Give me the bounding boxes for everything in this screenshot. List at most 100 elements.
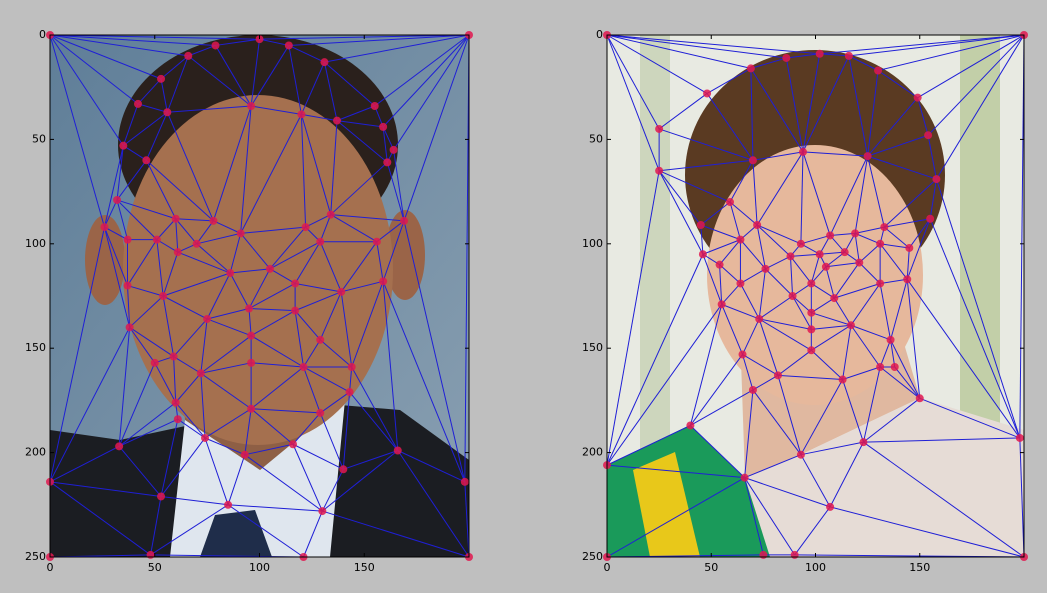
landmark-point — [172, 215, 180, 223]
landmark-point — [791, 551, 799, 559]
y-tick-label: 100 — [25, 237, 46, 250]
landmark-point — [726, 198, 734, 206]
landmark-point — [826, 231, 834, 239]
x-tick-label: 50 — [148, 561, 162, 574]
y-tick-label: 200 — [25, 446, 46, 459]
landmark-point — [699, 250, 707, 258]
landmark-point — [113, 196, 121, 204]
landmark-point — [151, 359, 159, 367]
y-tick-label: 200 — [582, 446, 603, 459]
landmark-point — [184, 52, 192, 60]
landmark-point — [197, 369, 205, 377]
landmark-point — [749, 386, 757, 394]
landmark-point — [337, 288, 345, 296]
landmark-point — [774, 371, 782, 379]
landmark-point — [807, 346, 815, 354]
x-tick-label: 100 — [249, 561, 270, 574]
landmark-point — [327, 211, 335, 219]
landmark-point — [212, 41, 220, 49]
landmark-point — [786, 252, 794, 260]
landmark-point — [147, 551, 155, 559]
landmark-point — [736, 279, 744, 287]
landmark-point — [203, 315, 211, 323]
x-tick-label: 150 — [909, 561, 930, 574]
y-tick-label: 0 — [596, 28, 603, 41]
landmark-point — [371, 102, 379, 110]
landmark-point — [318, 507, 326, 515]
landmark-point — [799, 148, 807, 156]
landmark-point — [759, 551, 767, 559]
landmark-point — [789, 292, 797, 300]
landmark-point — [333, 117, 341, 125]
landmark-point — [887, 336, 895, 344]
landmark-point — [291, 307, 299, 315]
landmark-point — [247, 359, 255, 367]
landmark-point — [655, 125, 663, 133]
left-photo — [50, 35, 469, 557]
landmark-point — [697, 221, 705, 229]
landmark-point — [400, 217, 408, 225]
landmark-point — [157, 75, 165, 83]
landmark-point — [876, 279, 884, 287]
landmark-point — [245, 305, 253, 313]
landmark-point — [247, 332, 255, 340]
y-tick-label: 150 — [582, 341, 603, 354]
landmark-point — [174, 248, 182, 256]
landmark-point — [736, 236, 744, 244]
landmark-point — [747, 64, 755, 72]
landmark-point — [379, 123, 387, 131]
landmark-point — [316, 238, 324, 246]
landmark-point — [816, 250, 824, 258]
x-tick-label: 0 — [47, 561, 54, 574]
landmark-point — [237, 229, 245, 237]
landmark-point — [316, 409, 324, 417]
landmark-point — [739, 350, 747, 358]
landmark-point — [302, 223, 310, 231]
y-tick-label: 100 — [582, 237, 603, 250]
landmark-point — [174, 415, 182, 423]
y-tick-label: 250 — [25, 550, 46, 563]
landmark-point — [655, 167, 663, 175]
landmark-point — [876, 363, 884, 371]
landmark-point — [209, 217, 217, 225]
landmark-point — [124, 236, 132, 244]
landmark-point — [247, 102, 255, 110]
landmark-point — [914, 94, 922, 102]
landmark-point — [839, 376, 847, 384]
landmark-point — [847, 321, 855, 329]
landmark-point — [797, 240, 805, 248]
landmark-point — [718, 300, 726, 308]
figure: 0501001500501001502002500501001500501001… — [0, 0, 1047, 593]
landmark-point — [394, 447, 402, 455]
landmark-point — [346, 388, 354, 396]
landmark-point — [855, 259, 863, 267]
x-tick-label: 150 — [354, 561, 375, 574]
landmark-point — [1016, 434, 1024, 442]
landmark-point — [316, 336, 324, 344]
landmark-point — [373, 238, 381, 246]
landmark-point — [119, 142, 127, 150]
landmark-point — [134, 100, 142, 108]
landmark-point — [224, 501, 232, 509]
landmark-point — [924, 131, 932, 139]
landmark-point — [241, 451, 249, 459]
landmark-point — [753, 221, 761, 229]
landmark-point — [291, 279, 299, 287]
landmark-point — [749, 156, 757, 164]
landmark-point — [320, 58, 328, 66]
landmark-point — [159, 292, 167, 300]
y-tick-label: 150 — [25, 341, 46, 354]
landmark-point — [782, 54, 790, 62]
landmark-point — [845, 52, 853, 60]
landmark-point — [383, 158, 391, 166]
landmark-point — [716, 261, 724, 269]
landmark-point — [874, 66, 882, 74]
landmark-point — [703, 89, 711, 97]
landmark-point — [170, 353, 178, 361]
landmark-point — [797, 451, 805, 459]
landmark-point — [807, 279, 815, 287]
landmark-point — [851, 229, 859, 237]
landmark-point — [891, 363, 899, 371]
landmark-point — [822, 263, 830, 271]
landmark-point — [816, 50, 824, 58]
